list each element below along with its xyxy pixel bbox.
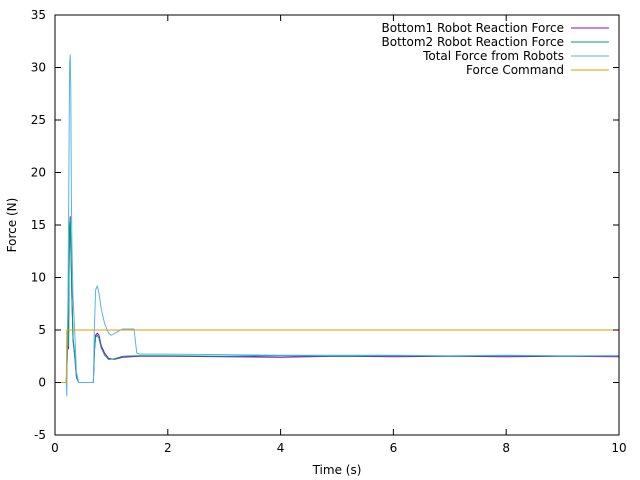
- tick-layer: 0 2 4 6 8 10 -5 0 5 10 15 20 25 30 35: [31, 8, 627, 455]
- y-tick-label: -5: [34, 428, 46, 442]
- x-tick-label: 8: [502, 441, 510, 455]
- x-axis-title: Time (s): [312, 463, 362, 477]
- series-line-3: [55, 54, 619, 397]
- y-tick-label: 25: [31, 113, 46, 127]
- y-axis-title: Force (N): [5, 198, 19, 253]
- y-tick-label: 10: [31, 271, 46, 285]
- x-tick-label: 10: [611, 441, 626, 455]
- x-tick-label: 0: [51, 441, 59, 455]
- x-tick-label: 2: [164, 441, 172, 455]
- y-tick-label: 20: [31, 166, 46, 180]
- y-tick-label: 5: [38, 323, 46, 337]
- x-tick-label: 4: [277, 441, 285, 455]
- legend-label: Bottom2 Robot Reaction Force: [382, 35, 564, 49]
- legend-label: Bottom1 Robot Reaction Force: [382, 21, 564, 35]
- y-tick-label: 30: [31, 61, 46, 75]
- y-tick-label: 35: [31, 8, 46, 22]
- y-tick-label: 15: [31, 218, 46, 232]
- legend-label: Total Force from Robots: [422, 49, 564, 63]
- x-tick-label: 6: [390, 441, 398, 455]
- y-tick-label: 0: [38, 376, 46, 390]
- legend-label: Force Command: [466, 63, 564, 77]
